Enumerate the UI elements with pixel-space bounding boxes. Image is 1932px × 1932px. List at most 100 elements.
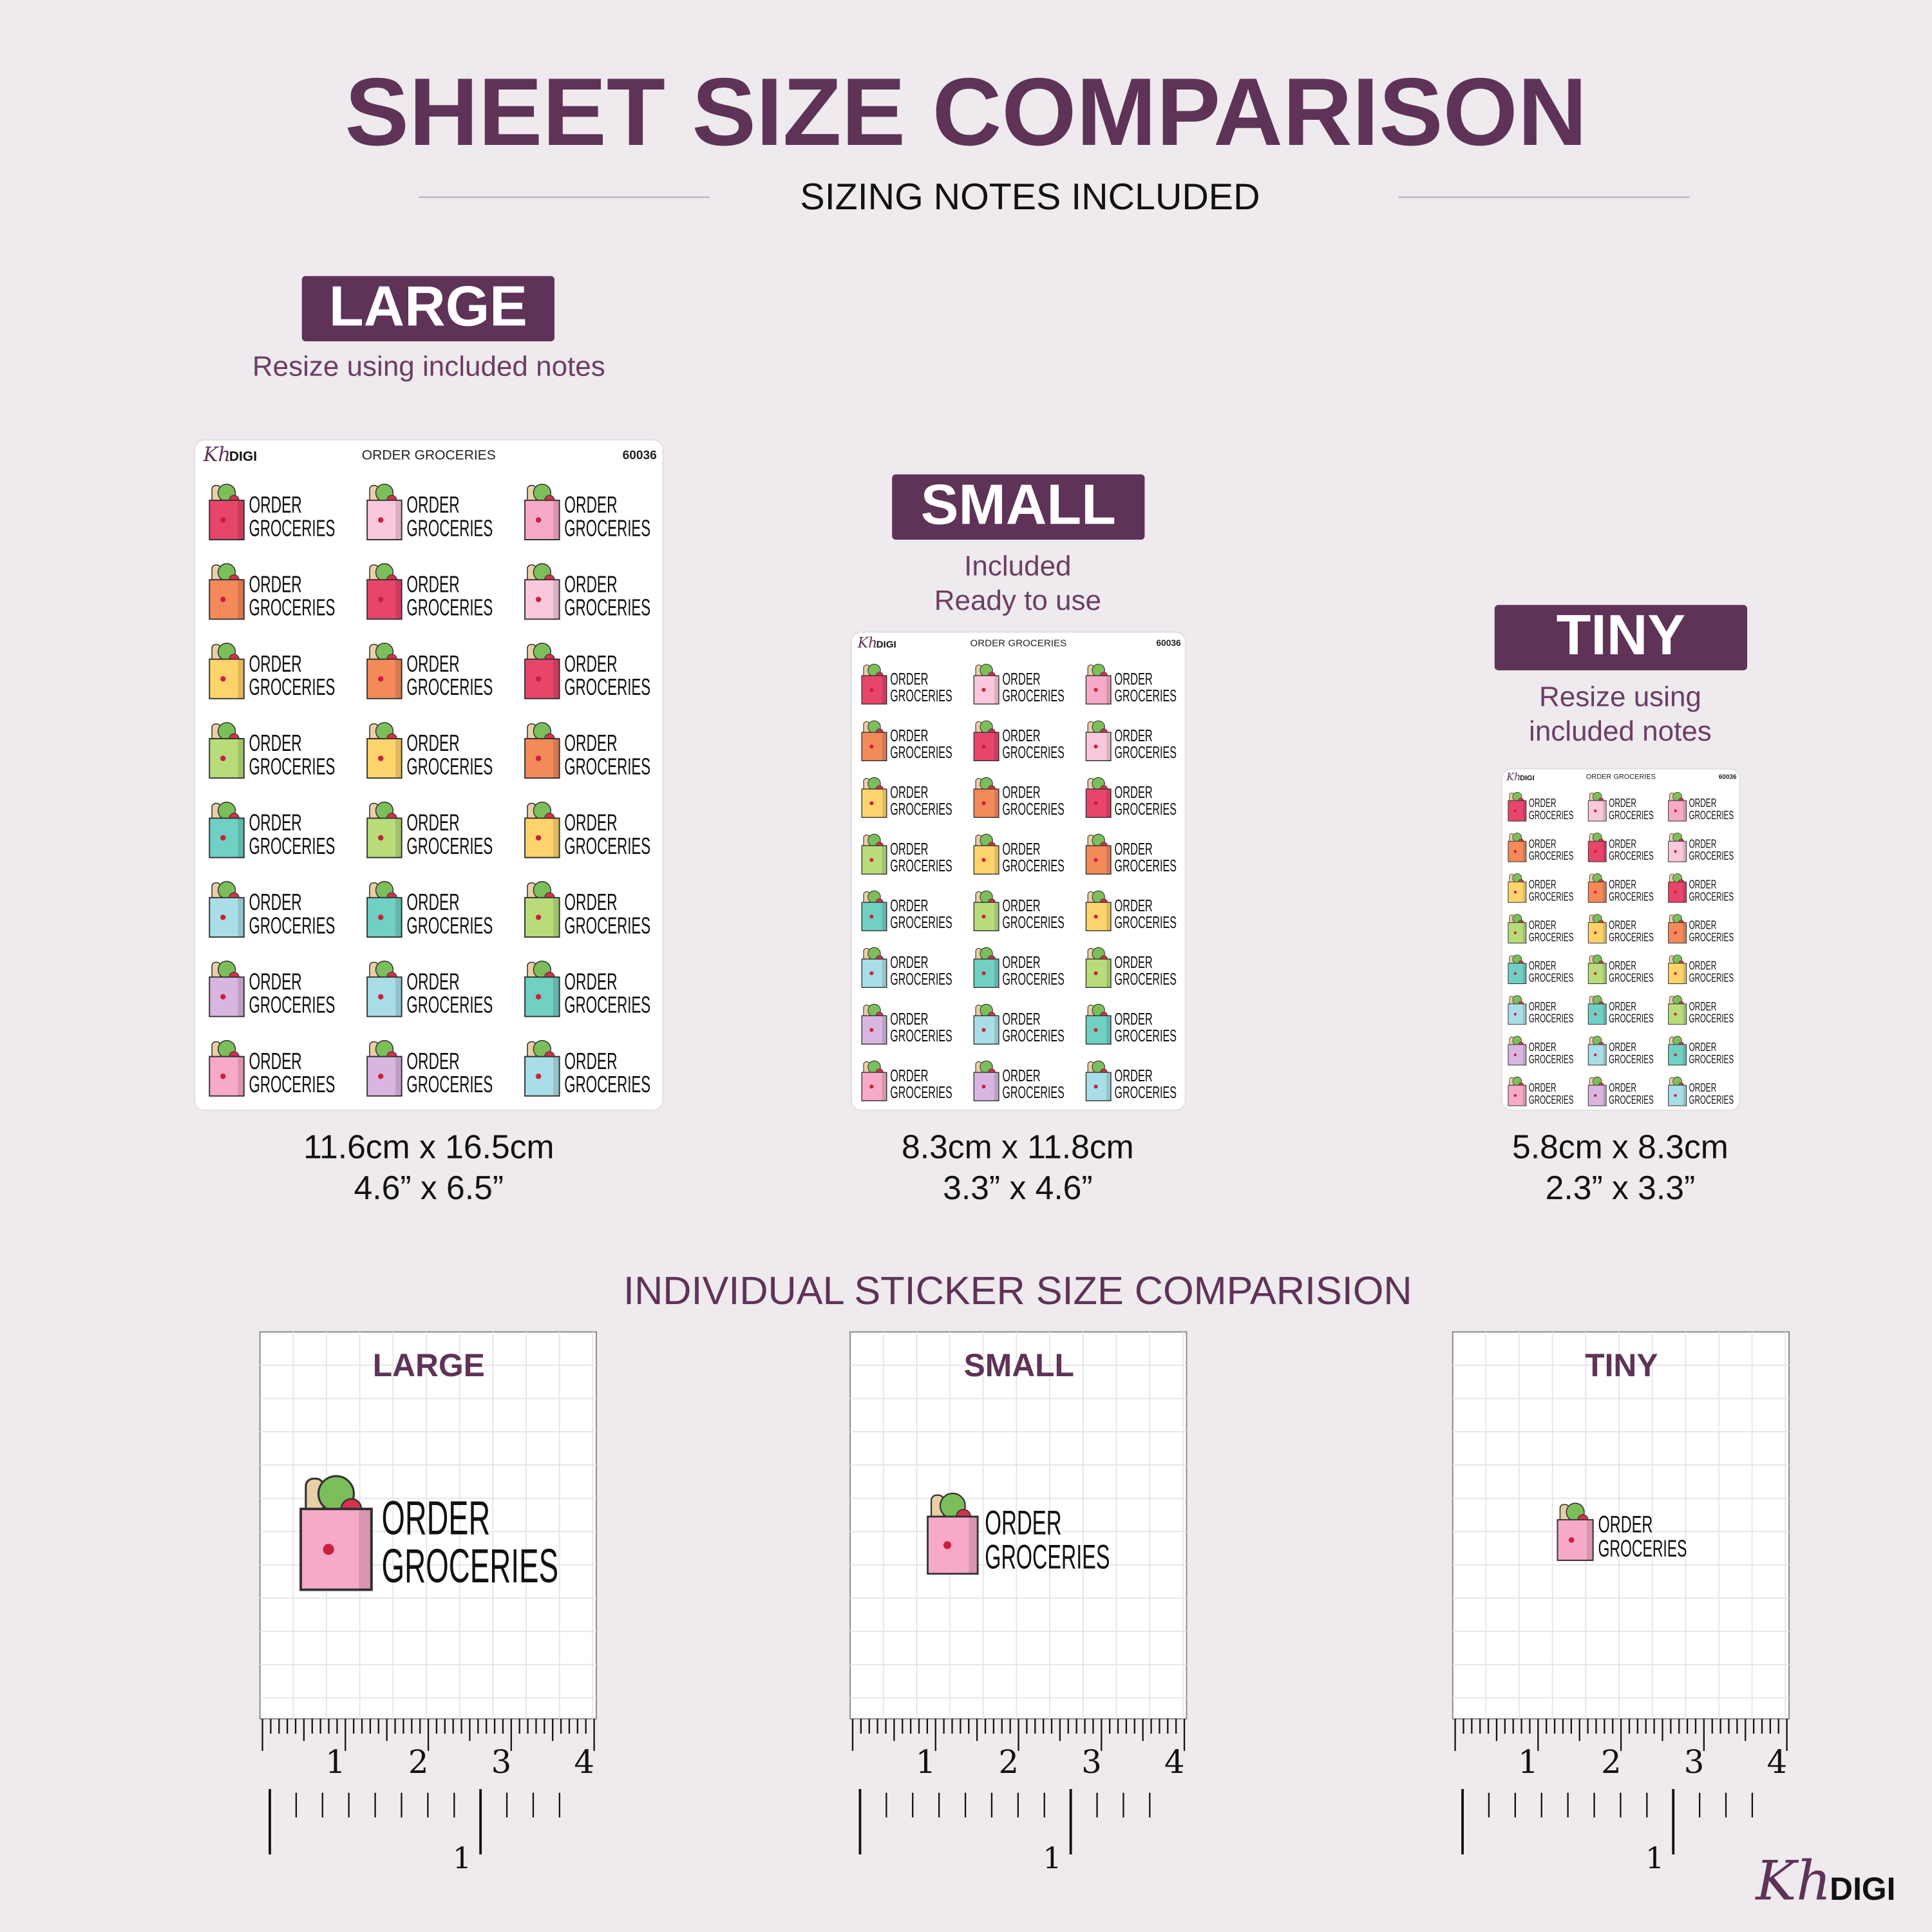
heart xyxy=(1674,809,1677,813)
ruler-label: 2 xyxy=(408,1743,429,1781)
bag xyxy=(1557,1519,1594,1561)
size-note: Ready to use xyxy=(934,585,1101,616)
bag xyxy=(1085,1015,1112,1045)
bag-side xyxy=(238,580,244,620)
sheet-title: ORDER GROCERIES xyxy=(970,638,1066,649)
bag xyxy=(973,1015,999,1045)
sticker-line1: ORDER xyxy=(1115,726,1153,745)
sticker-line1: ORDER xyxy=(1689,1081,1716,1095)
panel-label: TINY xyxy=(1585,1347,1658,1383)
heart xyxy=(1594,1094,1597,1097)
bag xyxy=(1508,1044,1527,1066)
size-note: Resize using xyxy=(1539,681,1701,712)
bag xyxy=(861,902,887,931)
heart xyxy=(869,858,874,862)
bag-side xyxy=(1603,1044,1607,1065)
sticker-line1: ORDER xyxy=(249,491,301,518)
bag xyxy=(1508,1084,1527,1106)
bag xyxy=(1668,922,1687,943)
heart xyxy=(323,1544,334,1555)
bag xyxy=(524,738,560,779)
sticker-line1: ORDER xyxy=(890,669,928,688)
panel xyxy=(849,1331,1188,1719)
heart xyxy=(981,914,986,919)
sheet-brand-script: Kh xyxy=(1506,770,1520,782)
bag-side xyxy=(238,739,244,779)
bag-side xyxy=(395,1056,402,1096)
bag-side xyxy=(553,739,560,779)
sticker-line2: GROCERIES xyxy=(1609,809,1654,822)
sticker-line1: ORDER xyxy=(1529,878,1557,891)
heart xyxy=(220,914,226,920)
bag-side xyxy=(1603,963,1607,984)
ruler-label: 1 xyxy=(1518,1743,1539,1781)
heart xyxy=(1513,972,1517,975)
bag-side xyxy=(1683,1044,1687,1065)
bag xyxy=(1587,840,1607,862)
sticker-line2: GROCERIES xyxy=(1609,931,1654,944)
heart xyxy=(1594,931,1597,934)
sticker-line1: ORDER xyxy=(1529,919,1557,933)
bag xyxy=(366,579,402,620)
heart xyxy=(377,1074,384,1079)
dims-cm: 5.8cm x 8.3cm xyxy=(1512,1128,1728,1166)
sticker-line2: GROCERIES xyxy=(406,515,493,541)
heart xyxy=(869,801,874,806)
sticker-line2: GROCERIES xyxy=(564,1071,650,1097)
bag xyxy=(1668,1044,1687,1066)
bag xyxy=(973,675,999,705)
heart xyxy=(981,801,986,806)
bag xyxy=(1587,800,1607,822)
size-note: Included xyxy=(964,551,1071,582)
bag xyxy=(1508,881,1527,903)
sticker-line2: GROCERIES xyxy=(1609,972,1654,985)
size-label: LARGE xyxy=(329,274,527,337)
sticker-line2: GROCERIES xyxy=(249,674,335,700)
bag-side xyxy=(882,1072,887,1101)
sticker-line2: GROCERIES xyxy=(249,594,335,621)
heart xyxy=(869,914,874,919)
heart xyxy=(535,596,542,603)
sticker-line2: GROCERIES xyxy=(564,753,650,780)
sticker-line1: ORDER xyxy=(1002,1066,1040,1085)
bag xyxy=(209,738,245,779)
sheet-title: ORDER GROCERIES xyxy=(1586,773,1656,781)
sticker-line2: GROCERIES xyxy=(406,1071,493,1097)
ruler-label: 1 xyxy=(453,1841,471,1875)
sticker-line1: ORDER xyxy=(249,571,301,597)
bag xyxy=(861,788,887,818)
heart xyxy=(1674,891,1677,894)
sticker-line2: GROCERIES xyxy=(1529,1053,1574,1066)
bag xyxy=(1085,732,1112,761)
sticker-line1: ORDER xyxy=(1609,1081,1636,1095)
bag-side xyxy=(1603,800,1607,821)
sticker-line2: GROCERIES xyxy=(1689,809,1734,822)
sticker-line2: GROCERIES xyxy=(1689,849,1734,863)
sticker-line2: GROCERIES xyxy=(1529,931,1574,944)
heart xyxy=(1568,1537,1575,1543)
bag xyxy=(366,1056,402,1097)
bag-side xyxy=(1106,1016,1111,1045)
bag-side xyxy=(395,500,402,540)
sticker-line1: ORDER xyxy=(1002,896,1040,915)
bag-side xyxy=(1106,676,1111,705)
sticker-line1: ORDER xyxy=(406,1048,459,1074)
heart xyxy=(377,755,384,761)
bag xyxy=(973,902,999,931)
sticker-line2: GROCERIES xyxy=(1115,743,1177,762)
heart xyxy=(869,971,874,976)
